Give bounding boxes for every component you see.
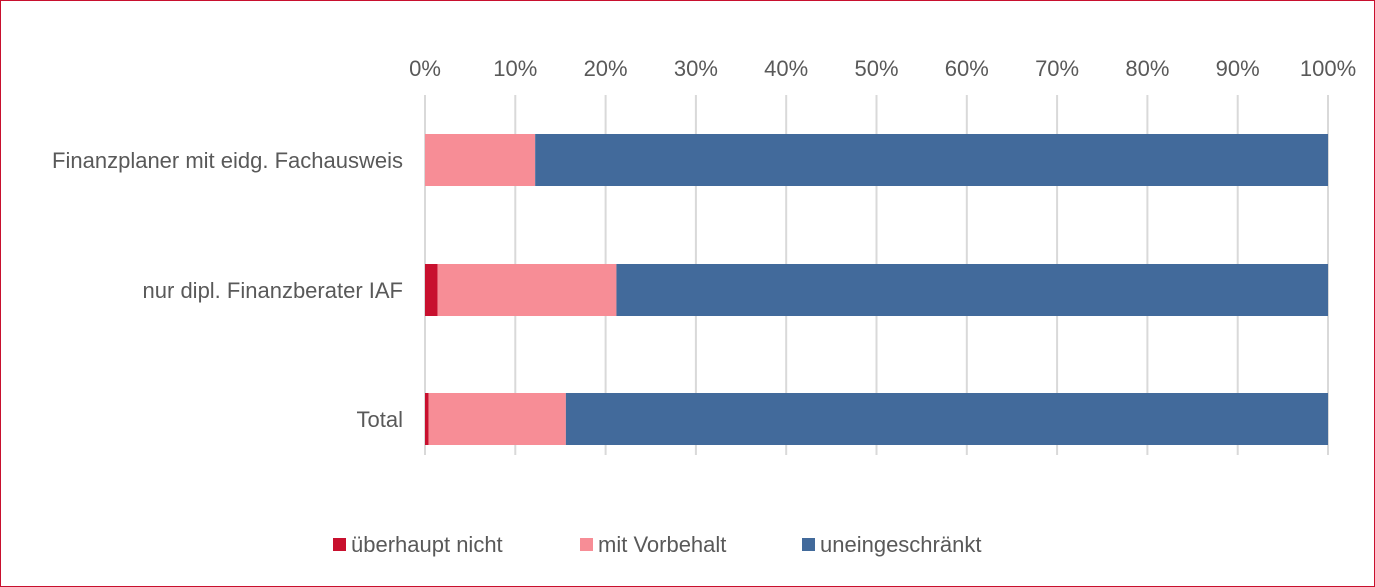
bar-segment bbox=[425, 264, 438, 316]
x-tick-label: 80% bbox=[1125, 56, 1169, 81]
x-tick-label: 70% bbox=[1035, 56, 1079, 81]
legend-label: überhaupt nicht bbox=[351, 532, 503, 557]
bar-segment bbox=[565, 393, 1328, 445]
legend-swatch bbox=[580, 538, 593, 551]
bar-segment bbox=[425, 393, 429, 445]
x-tick-label: 20% bbox=[584, 56, 628, 81]
bar-segment bbox=[437, 264, 617, 316]
legend-swatch bbox=[802, 538, 815, 551]
category-label: nur dipl. Finanzberater IAF bbox=[143, 278, 403, 303]
x-tick-label: 10% bbox=[493, 56, 537, 81]
x-tick-label: 30% bbox=[674, 56, 718, 81]
x-tick-label: 100% bbox=[1300, 56, 1356, 81]
x-tick-label: 90% bbox=[1216, 56, 1260, 81]
bar-segment bbox=[428, 393, 566, 445]
category-label: Total bbox=[357, 407, 403, 432]
x-tick-label: 60% bbox=[945, 56, 989, 81]
x-tick-label: 0% bbox=[409, 56, 441, 81]
x-tick-label: 50% bbox=[854, 56, 898, 81]
legend-label: mit Vorbehalt bbox=[598, 532, 726, 557]
bar-segment bbox=[616, 264, 1328, 316]
legend-label: uneingeschränkt bbox=[820, 532, 981, 557]
legend-swatch bbox=[333, 538, 346, 551]
bar-segment bbox=[425, 134, 536, 186]
x-tick-label: 40% bbox=[764, 56, 808, 81]
bar-segment bbox=[535, 134, 1328, 186]
category-label: Finanzplaner mit eidg. Fachausweis bbox=[52, 148, 403, 173]
